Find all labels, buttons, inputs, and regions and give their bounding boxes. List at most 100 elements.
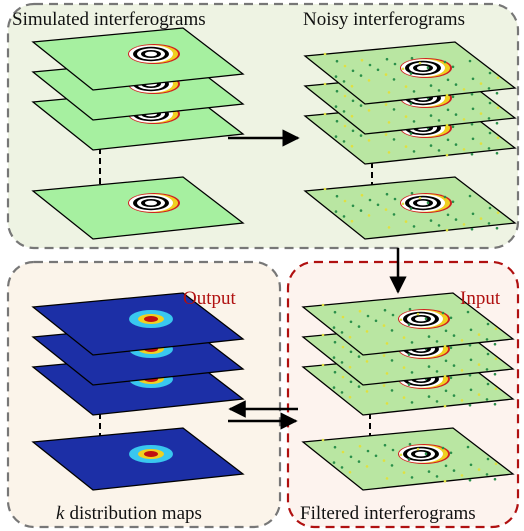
noise (351, 220, 354, 223)
noise (413, 90, 416, 93)
noise (417, 313, 420, 316)
noise (489, 102, 492, 105)
noise (470, 329, 473, 332)
panel-label: Filtered interferograms (300, 503, 476, 524)
noise (336, 60, 339, 63)
noise (447, 139, 450, 142)
noise (350, 351, 353, 354)
noise (408, 353, 411, 356)
noise (403, 336, 406, 339)
noise (377, 69, 380, 72)
noise (463, 118, 466, 121)
noise (436, 400, 439, 403)
noise (411, 341, 414, 344)
noise (349, 471, 352, 474)
noise (367, 450, 370, 453)
noise (349, 336, 352, 339)
noise (408, 383, 411, 386)
noise (430, 114, 433, 117)
noise (342, 346, 345, 349)
noise (495, 388, 498, 391)
noise (447, 214, 450, 217)
noise (446, 124, 449, 127)
noise (394, 198, 397, 201)
noise (453, 394, 456, 397)
noise (411, 401, 414, 404)
noise (444, 196, 447, 199)
noise (405, 220, 408, 223)
noise (322, 334, 325, 337)
noise (383, 354, 386, 357)
diagram: Simulated interferograms Noisy interfero… (0, 0, 524, 531)
noise (409, 443, 412, 446)
noise (413, 150, 416, 153)
noise (486, 473, 489, 476)
noise (377, 204, 380, 207)
noise (467, 311, 470, 314)
noise (442, 447, 445, 450)
noise (438, 89, 441, 92)
noise (360, 74, 363, 77)
noise (360, 104, 363, 107)
noise (447, 109, 450, 112)
noise (405, 145, 408, 148)
noise (335, 75, 338, 78)
noise (438, 149, 441, 152)
noise (488, 87, 491, 90)
noise (480, 142, 483, 145)
noise (444, 480, 447, 483)
noise (334, 311, 337, 314)
noise (388, 151, 391, 154)
noise (445, 360, 448, 363)
noise (455, 218, 458, 221)
noise (497, 107, 500, 110)
noise (453, 334, 456, 337)
noise (427, 67, 430, 70)
noise (341, 466, 344, 469)
noise (428, 365, 431, 368)
noise (405, 115, 408, 118)
noise (452, 96, 455, 99)
noise (351, 115, 354, 118)
noise (436, 370, 439, 373)
noise (386, 193, 389, 196)
noise (410, 72, 413, 75)
noise (444, 61, 447, 64)
noise (343, 80, 346, 83)
noise (489, 132, 492, 135)
noise (388, 226, 391, 229)
noise (391, 359, 394, 362)
noise (341, 331, 344, 334)
noise (358, 355, 361, 358)
noise (486, 398, 489, 401)
noise (436, 475, 439, 478)
noise (393, 138, 396, 141)
noise (410, 207, 413, 210)
noise (455, 113, 458, 116)
noise (341, 361, 344, 364)
noise (428, 470, 431, 473)
noise (359, 310, 362, 313)
noise (472, 213, 475, 216)
noise (336, 195, 339, 198)
noise (446, 229, 449, 232)
noise (343, 110, 346, 113)
noise (385, 208, 388, 211)
noise (375, 320, 378, 323)
noise (324, 83, 327, 86)
noise (410, 132, 413, 135)
noise (450, 317, 453, 320)
noise (430, 144, 433, 147)
noise (366, 465, 369, 468)
noise (410, 102, 413, 105)
noise (411, 371, 414, 374)
noise (463, 88, 466, 91)
noise (445, 390, 448, 393)
noise (452, 126, 455, 129)
noise (445, 465, 448, 468)
noise (391, 389, 394, 392)
noise (409, 308, 412, 311)
noise (367, 315, 370, 318)
noise (333, 386, 336, 389)
noise (461, 369, 464, 372)
